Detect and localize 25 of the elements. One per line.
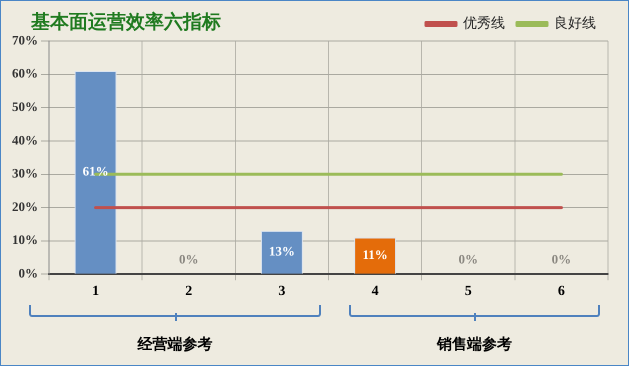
x-tick-label: 1 [92, 284, 100, 300]
y-tick-label: 0% [18, 266, 38, 281]
y-tick-label: 40% [12, 132, 38, 148]
x-tick-label: 6 [558, 284, 565, 300]
data-label: 0% [179, 252, 198, 267]
y-tick-label: 20% [12, 198, 38, 214]
text: 经营端参考 [137, 335, 212, 354]
chart-title: 基本面运营效率六指标 [31, 10, 221, 35]
y-tick-label: 60% [12, 66, 38, 81]
data-label: 11% [362, 246, 388, 262]
x-tick-label: 3 [278, 284, 286, 300]
x-tick-label: 4 [372, 284, 379, 300]
y-tick-label: 30% [12, 166, 38, 181]
data-label: 0% [552, 252, 572, 267]
y-tick-label: 10% [12, 232, 38, 248]
data-label: 0% [458, 252, 478, 267]
legend-label: 良好线 [554, 16, 596, 32]
x-tick-label: 5 [464, 284, 472, 300]
text: 销售端参考 [436, 335, 512, 354]
data-label: 13% [268, 244, 295, 259]
x-tick-label: 2 [185, 284, 192, 300]
data-label: 61% [82, 164, 109, 179]
legend-label: 优秀线 [463, 16, 505, 32]
y-tick-label: 50% [12, 98, 38, 114]
y-tick-label: 70% [12, 32, 38, 48]
